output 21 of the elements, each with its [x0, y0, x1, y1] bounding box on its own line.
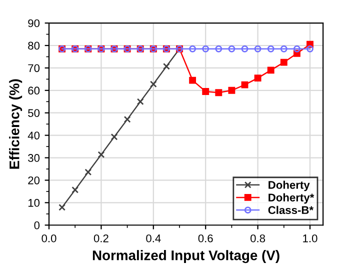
y-tick-label: 0: [34, 221, 40, 230]
y-tick-label: 30: [28, 154, 40, 162]
x-tick-label: 0.6: [198, 234, 213, 242]
y-tick-label: 70: [28, 64, 40, 72]
x-tick-label: 0.2: [94, 234, 108, 242]
y-tick-label: 60: [28, 86, 40, 95]
y-axis-title: Efficiency (%): [9, 79, 22, 169]
x-tick-label: 0.0: [42, 234, 56, 242]
legend-label: Doherty*: [268, 193, 314, 204]
x-tick-label: 0.8: [250, 234, 266, 242]
x-tick-label: 0.4: [146, 234, 161, 242]
y-tick-label: 40: [28, 132, 40, 140]
y-tick-label: 50: [28, 109, 40, 117]
y-tick-label: 20: [28, 176, 40, 184]
y-tick-label: 90: [28, 19, 40, 28]
x-axis-title: Normalized Input Voltage (V): [92, 250, 280, 264]
y-tick-label: 10: [28, 198, 40, 207]
legend-label: Class-B*: [268, 206, 314, 214]
x-tick-label: 1.0: [303, 234, 318, 242]
legend-label: Doherty: [268, 180, 310, 192]
y-tick-label: 80: [28, 42, 40, 50]
